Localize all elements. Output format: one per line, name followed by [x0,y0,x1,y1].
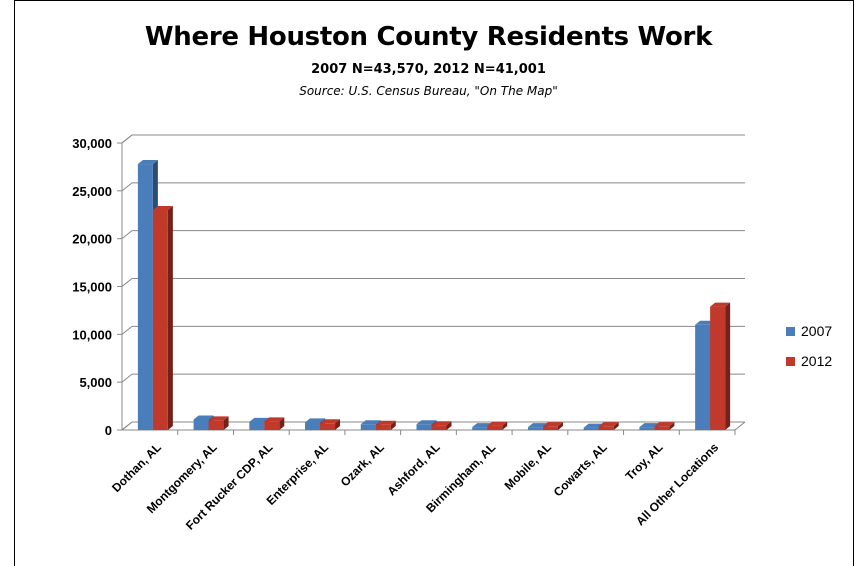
bar-2012 [431,425,447,430]
gridline-slant [121,373,133,383]
bar-top-2012 [598,422,619,427]
bar-top-2012 [710,302,731,307]
legend-item-2012: 2012 [786,346,832,376]
gridline-slant [121,182,133,192]
legend-label-2007: 2007 [801,323,833,339]
x-tick-label: Troy, AL [623,440,666,483]
bar-2007 [416,424,432,430]
bar-side-2012 [669,422,675,430]
y-tick-label: 0 [105,423,112,438]
y-tick-label: 20,000 [72,232,112,247]
bar-2007 [249,421,265,430]
legend-label-2012: 2012 [801,353,833,369]
bar-top-2007 [193,415,214,420]
legend-swatch-2012 [786,356,795,366]
bar-top-2012 [487,421,508,426]
bar-top-2012 [264,417,285,422]
bar-2007 [583,427,599,430]
y-tick-label: 5,000 [79,375,112,390]
bar-top-2012 [152,205,173,210]
bar-top-2012 [320,419,341,424]
bar-top-2012 [431,421,452,426]
legend-item-2007: 2007 [786,316,832,346]
y-tick-label: 25,000 [72,184,112,199]
bar-side-2012 [223,416,229,430]
gridline-slant [121,278,133,287]
chart-subtitle: 2007 N=43,570, 2012 N=41,001 [311,62,546,77]
gridline-slant [121,134,133,144]
chart-frame [14,0,854,566]
legend-swatch-2007 [786,326,795,336]
bar-top-2007 [527,423,548,428]
bar-2012 [375,424,391,430]
bar-side-2012 [725,302,731,430]
bar-top-2007 [305,418,326,423]
x-axis-corner [734,421,746,431]
bar-side-2012 [613,422,619,430]
bar-side-2012 [446,421,452,430]
y-tick-label: 10,000 [72,327,112,342]
gridline-slant [121,230,133,240]
chart-title: Where Houston County Residents Work [144,22,713,52]
bar-2007 [193,419,209,430]
bar-top-2012 [542,422,563,427]
bar-top-2012 [375,420,396,425]
bar-2012 [710,306,726,430]
bar-top-2007 [249,417,270,422]
x-tick-label: Mobile, AL [502,440,554,492]
bar-side-2012 [390,420,396,430]
gridline-slant [121,421,133,431]
bar-top-2012 [654,422,675,427]
bar-2012 [654,426,670,430]
bar-top-2007 [639,423,660,428]
bar-side-2012 [557,422,563,430]
bar-top-2012 [208,416,229,421]
y-tick-label: 15,000 [72,280,112,295]
bar-2007 [305,422,321,430]
bar-2012 [152,209,168,430]
x-tick-label: Cowarts, AL [551,440,610,499]
bar-2012 [320,423,336,430]
bar-2007 [472,427,488,430]
bar-2012 [487,425,503,430]
x-tick-label: Ozark, AL [338,440,387,489]
gridline-slant [121,325,133,335]
bar-side-2012 [335,419,341,430]
bar-2012 [264,421,280,430]
bar-2012 [598,426,614,430]
bar-top-2007 [137,160,158,165]
x-tick-label: Ashford, AL [384,440,442,498]
bar-2007 [695,324,711,430]
x-tick-label: Dothan, AL [109,440,164,495]
bar-2007 [360,424,376,430]
bar-2012 [208,420,224,430]
chart-source: Source: U.S. Census Bureau, "On The Map" [299,84,558,98]
bar-side-2012 [167,205,173,430]
bar-2007 [137,164,153,430]
bar-2007 [639,427,655,430]
bar-2007 [527,427,543,430]
bar-2012 [542,426,558,430]
bar-top-2007 [360,420,381,425]
y-tick-label: 30,000 [72,136,112,151]
bar-side-2012 [502,421,508,430]
bar-side-2012 [279,417,285,430]
legend: 2007 2012 [786,316,832,376]
bar-top-2007 [416,420,437,425]
